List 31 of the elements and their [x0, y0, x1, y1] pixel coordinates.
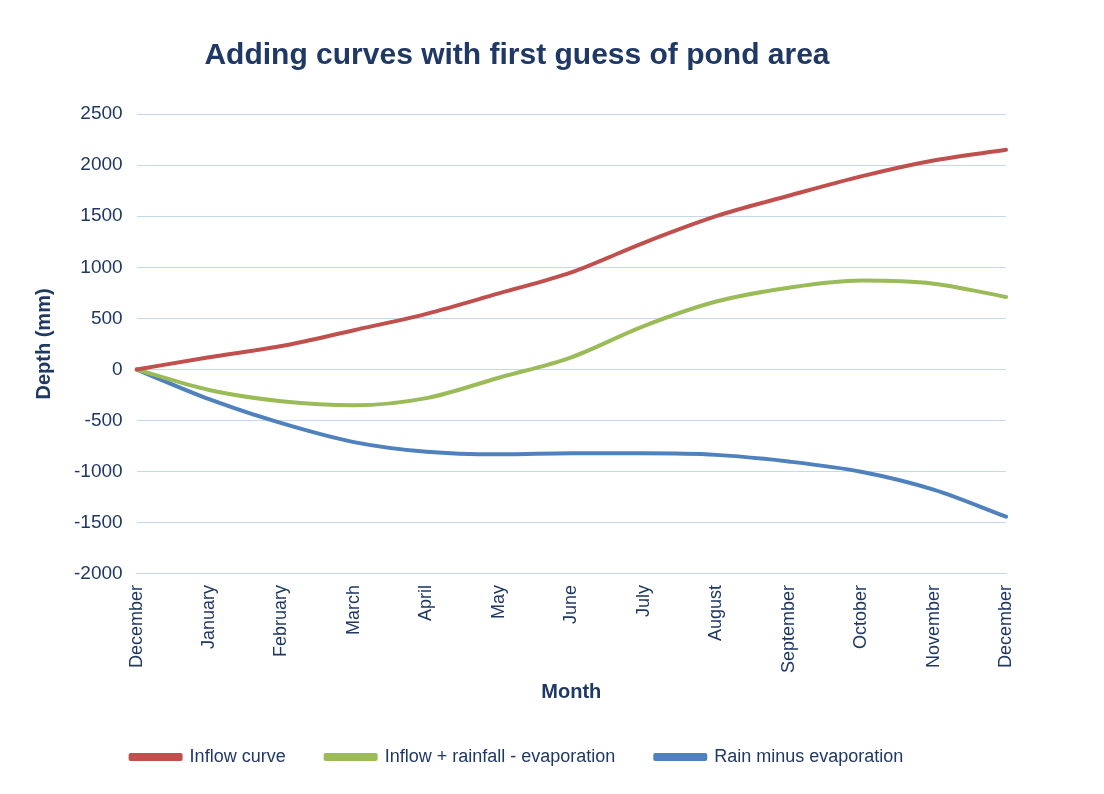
line-series	[134, 278, 1008, 408]
y-tick-label: -1500	[73, 511, 123, 533]
x-tick-label: February	[270, 584, 291, 657]
y-tick-label: 2500	[80, 102, 123, 124]
legend-label: Inflow + rainfall - evaporation	[384, 745, 616, 766]
x-axis-title: Month	[541, 679, 602, 702]
chart-title: Adding curves with first guess of pond area	[204, 37, 830, 71]
y-tick-label: 2000	[80, 153, 123, 175]
x-tick-label: January	[198, 584, 219, 649]
x-tick-label: December	[994, 584, 1015, 668]
legend-label: Inflow curve	[189, 745, 286, 766]
y-tick-label: 1000	[80, 255, 123, 277]
x-tick-label: August	[705, 584, 726, 641]
legend-label: Rain minus evaporation	[714, 745, 904, 766]
line-series	[134, 147, 1008, 372]
x-tick-label: October	[850, 584, 871, 649]
y-tick-label: 0	[112, 357, 123, 379]
y-tick-label: 500	[90, 306, 123, 328]
y-tick-label: 1500	[80, 204, 123, 226]
x-tick-label: April	[415, 584, 436, 621]
x-tick-label: June	[560, 584, 581, 624]
y-axis-title: Depth (mm)	[31, 288, 54, 400]
x-tick-label: December	[125, 584, 146, 668]
x-tick-label: March	[342, 584, 363, 635]
x-tick-label: September	[777, 584, 798, 674]
y-tick-label: -500	[84, 408, 123, 430]
x-tick-label: July	[632, 584, 653, 617]
x-tick-label: May	[487, 584, 508, 619]
x-tick-label: November	[922, 584, 943, 668]
y-tick-label: -1000	[73, 459, 123, 481]
y-tick-label: -2000	[73, 562, 123, 584]
